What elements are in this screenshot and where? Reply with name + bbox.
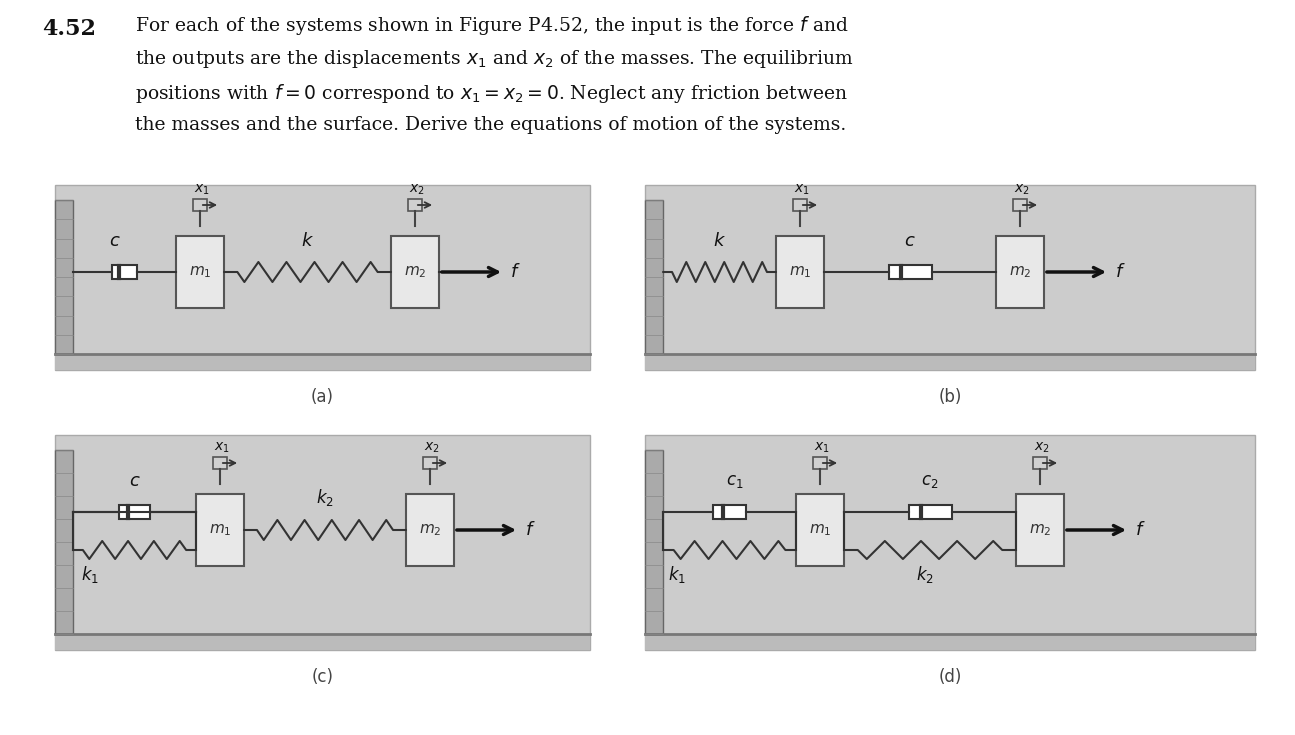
Bar bbox=[645, 354, 1255, 370]
Text: $k_2$: $k_2$ bbox=[916, 564, 934, 585]
Text: $k_2$: $k_2$ bbox=[316, 487, 334, 508]
Bar bbox=[407, 494, 455, 566]
Bar bbox=[909, 505, 952, 519]
Text: $x_1$: $x_1$ bbox=[214, 440, 229, 455]
Bar bbox=[1033, 457, 1046, 469]
Text: $m_2$: $m_2$ bbox=[404, 264, 426, 280]
Text: the outputs are the displacements $x_1$ and $x_2$ of the masses. The equilibrium: the outputs are the displacements $x_1$ … bbox=[135, 48, 853, 70]
Text: $m_1$: $m_1$ bbox=[789, 264, 811, 280]
Text: $f$: $f$ bbox=[524, 521, 536, 539]
Bar bbox=[111, 265, 137, 279]
Text: (d): (d) bbox=[939, 668, 962, 686]
Text: $x_1$: $x_1$ bbox=[194, 182, 210, 197]
Text: (b): (b) bbox=[939, 388, 962, 406]
Text: $k$: $k$ bbox=[300, 232, 313, 250]
Text: $c$: $c$ bbox=[904, 232, 916, 250]
Text: $f$: $f$ bbox=[1115, 263, 1125, 281]
Bar bbox=[408, 199, 422, 211]
Text: For each of the systems shown in Figure P4.52, the input is the force $f$ and: For each of the systems shown in Figure … bbox=[135, 14, 848, 37]
Bar bbox=[423, 457, 436, 469]
Bar bbox=[793, 199, 807, 211]
Bar bbox=[54, 435, 591, 650]
Bar bbox=[54, 354, 591, 370]
Bar bbox=[1017, 494, 1064, 566]
Text: $c$: $c$ bbox=[109, 232, 120, 250]
Text: the masses and the surface. Derive the equations of motion of the systems.: the masses and the surface. Derive the e… bbox=[135, 116, 846, 134]
Text: $m_2$: $m_2$ bbox=[1028, 522, 1052, 538]
Text: $x_2$: $x_2$ bbox=[423, 440, 440, 455]
Bar bbox=[645, 185, 1255, 370]
Bar bbox=[391, 236, 439, 308]
Text: $x_2$: $x_2$ bbox=[1033, 440, 1050, 455]
Bar bbox=[54, 185, 591, 370]
Text: $k$: $k$ bbox=[714, 232, 726, 250]
Text: $c_1$: $c_1$ bbox=[725, 473, 743, 490]
Bar bbox=[813, 457, 828, 469]
Bar bbox=[796, 494, 844, 566]
Text: $x_1$: $x_1$ bbox=[815, 440, 830, 455]
Text: $x_2$: $x_2$ bbox=[1014, 182, 1030, 197]
Bar bbox=[212, 457, 227, 469]
Text: $k_1$: $k_1$ bbox=[82, 564, 98, 585]
Text: $c$: $c$ bbox=[128, 472, 140, 490]
Text: $m_1$: $m_1$ bbox=[808, 522, 831, 538]
Bar bbox=[196, 494, 243, 566]
Bar bbox=[996, 236, 1044, 308]
Text: $c_2$: $c_2$ bbox=[921, 473, 939, 490]
Text: $f$: $f$ bbox=[510, 263, 521, 281]
Bar bbox=[193, 199, 207, 211]
Text: $m_2$: $m_2$ bbox=[1009, 264, 1031, 280]
Bar bbox=[645, 634, 1255, 650]
Bar bbox=[54, 634, 591, 650]
Bar bbox=[54, 450, 73, 634]
Bar bbox=[119, 505, 150, 519]
Text: $m_1$: $m_1$ bbox=[189, 264, 211, 280]
Text: $x_1$: $x_1$ bbox=[794, 182, 809, 197]
Bar bbox=[645, 435, 1255, 650]
Bar bbox=[776, 236, 824, 308]
Bar bbox=[645, 200, 663, 354]
Text: $m_2$: $m_2$ bbox=[418, 522, 442, 538]
Bar bbox=[1013, 199, 1027, 211]
Bar bbox=[645, 450, 663, 634]
Bar bbox=[176, 236, 224, 308]
Bar bbox=[712, 505, 746, 519]
Text: 4.52: 4.52 bbox=[41, 18, 96, 40]
Text: (a): (a) bbox=[311, 388, 334, 406]
Text: $f$: $f$ bbox=[1134, 521, 1146, 539]
Bar bbox=[888, 265, 931, 279]
Bar bbox=[54, 200, 73, 354]
Text: $x_2$: $x_2$ bbox=[409, 182, 425, 197]
Text: $k_1$: $k_1$ bbox=[668, 564, 686, 585]
Text: $m_1$: $m_1$ bbox=[208, 522, 232, 538]
Text: positions with $f = 0$ correspond to $x_1 = x_2 = 0$. Neglect any friction betwe: positions with $f = 0$ correspond to $x_… bbox=[135, 82, 848, 105]
Text: (c): (c) bbox=[312, 668, 334, 686]
